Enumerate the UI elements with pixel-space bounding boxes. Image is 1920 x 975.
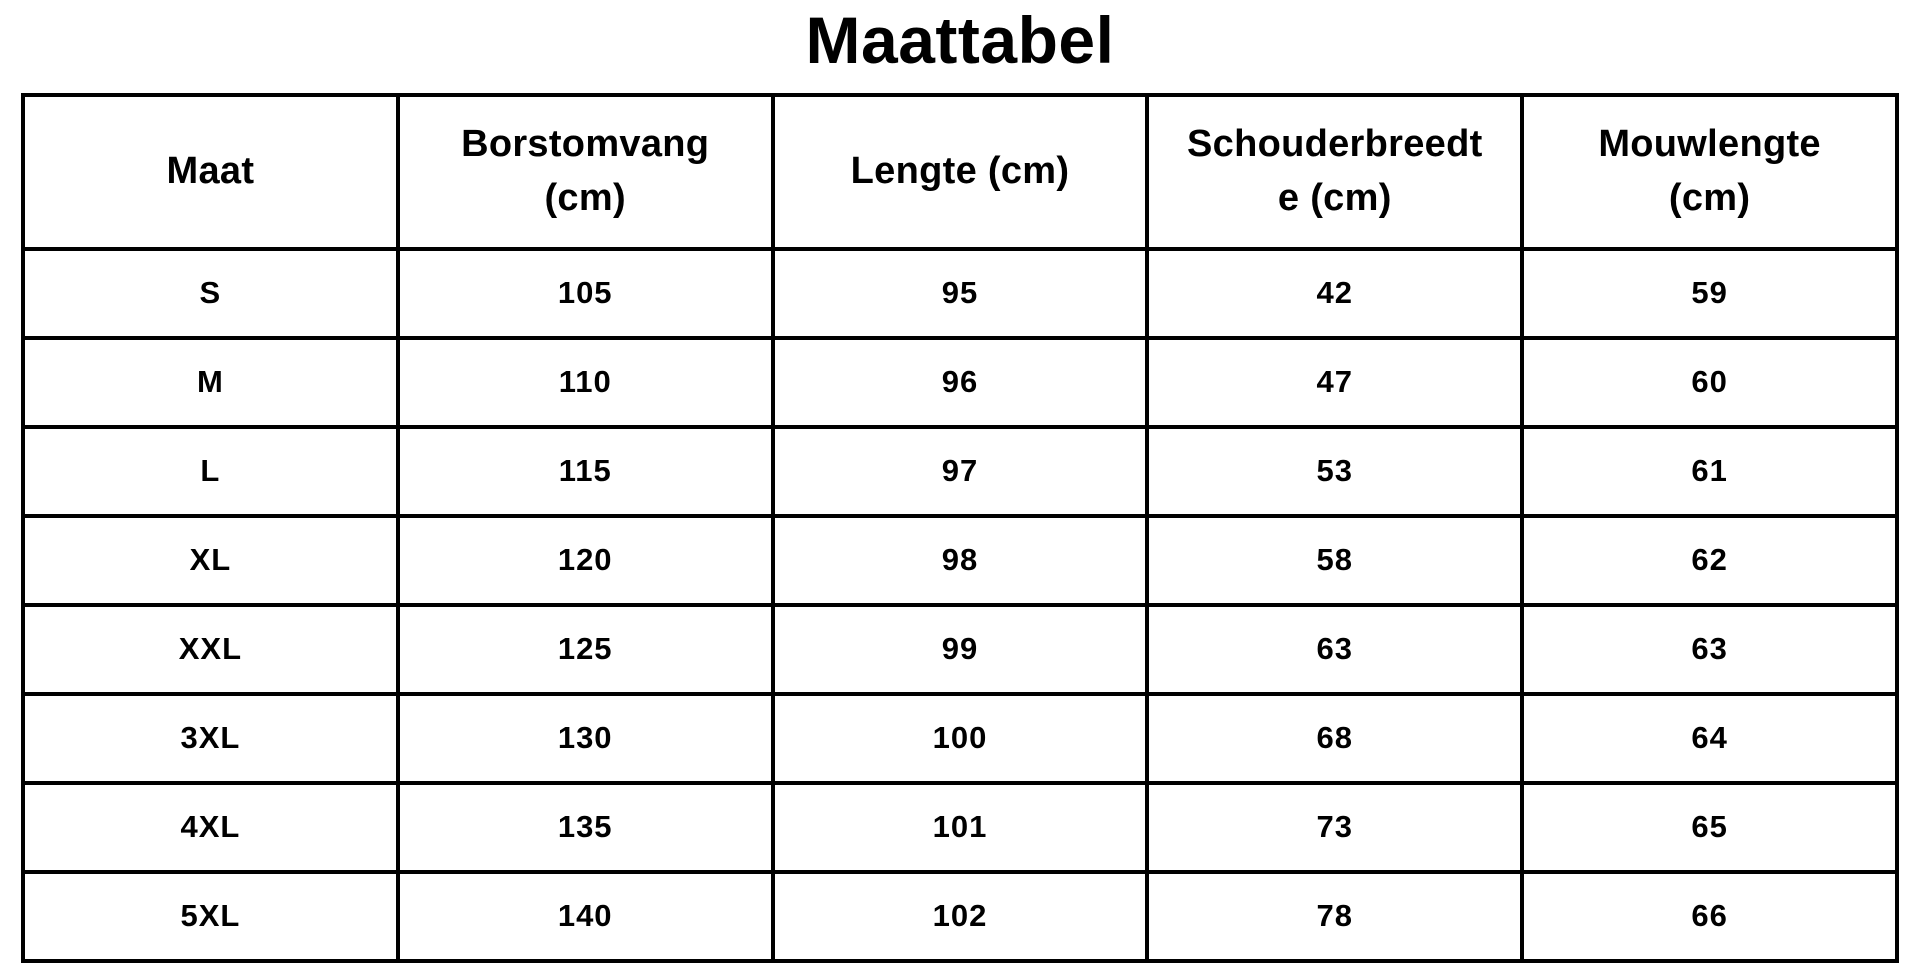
value-cell: 98: [770, 513, 1150, 607]
table-row-4xl: 4XL 135 101 73 65: [21, 780, 1899, 874]
size-chart-page: Maattabel Maat Borstomvang (cm) Lengte (…: [0, 4, 1920, 975]
value-cell: 96: [770, 335, 1150, 429]
size-cell: 4XL: [21, 780, 400, 874]
value-cell: 100: [770, 691, 1150, 785]
value-cell: 125: [395, 602, 775, 696]
size-cell: 3XL: [21, 691, 400, 785]
size-table: Maat Borstomvang (cm) Lengte (cm) Schoud…: [21, 92, 1899, 963]
size-cell: M: [21, 335, 400, 429]
value-cell: 65: [1520, 780, 1899, 874]
value-cell: 97: [770, 424, 1150, 518]
header-row: Maat Borstomvang (cm) Lengte (cm) Schoud…: [21, 92, 1899, 251]
table-header: Maat Borstomvang (cm) Lengte (cm) Schoud…: [21, 92, 1899, 251]
value-cell: 61: [1520, 424, 1899, 518]
value-cell: 102: [770, 869, 1150, 963]
table-body: S 105 95 42 59 M 110 96 47 60 L 115 97 5…: [21, 246, 1899, 963]
value-cell: 60: [1520, 335, 1899, 429]
table-row-5xl: 5XL 140 102 78 66: [21, 869, 1899, 963]
value-cell: 64: [1520, 691, 1899, 785]
table-row-3xl: 3XL 130 100 68 64: [21, 691, 1899, 785]
value-cell: 78: [1145, 869, 1525, 963]
value-cell: 99: [770, 602, 1150, 696]
value-cell: 120: [395, 513, 775, 607]
value-cell: 130: [395, 691, 775, 785]
value-cell: 135: [395, 780, 775, 874]
value-cell: 68: [1145, 691, 1525, 785]
table-row-s: S 105 95 42 59: [21, 246, 1899, 340]
value-cell: 95: [770, 246, 1150, 340]
value-cell: 58: [1145, 513, 1525, 607]
value-cell: 42: [1145, 246, 1525, 340]
value-cell: 47: [1145, 335, 1525, 429]
value-cell: 53: [1145, 424, 1525, 518]
value-cell: 63: [1145, 602, 1525, 696]
size-cell: 5XL: [21, 869, 400, 963]
value-cell: 62: [1520, 513, 1899, 607]
value-cell: 59: [1520, 246, 1899, 340]
header-cell-borstomvang: Borstomvang (cm): [395, 92, 775, 251]
table-row-xxl: XXL 125 99 63 63: [21, 602, 1899, 696]
value-cell: 115: [395, 424, 775, 518]
header-cell-mouwlengte: Mouwlengte (cm): [1520, 92, 1899, 251]
value-cell: 66: [1520, 869, 1899, 963]
table-row-m: M 110 96 47 60: [21, 335, 1899, 429]
header-cell-maat: Maat: [21, 92, 400, 251]
value-cell: 105: [395, 246, 775, 340]
value-cell: 110: [395, 335, 775, 429]
table-row-xl: XL 120 98 58 62: [21, 513, 1899, 607]
value-cell: 140: [395, 869, 775, 963]
size-cell: XXL: [21, 602, 400, 696]
header-cell-schouderbreedte: Schouderbreedt e (cm): [1145, 92, 1525, 251]
value-cell: 63: [1520, 602, 1899, 696]
table-row-l: L 115 97 53 61: [21, 424, 1899, 518]
value-cell: 73: [1145, 780, 1525, 874]
header-cell-lengte: Lengte (cm): [770, 92, 1150, 251]
size-cell: S: [21, 246, 400, 340]
value-cell: 101: [770, 780, 1150, 874]
page-title: Maattabel: [805, 3, 1115, 77]
size-cell: L: [21, 424, 400, 518]
size-cell: XL: [21, 513, 400, 607]
